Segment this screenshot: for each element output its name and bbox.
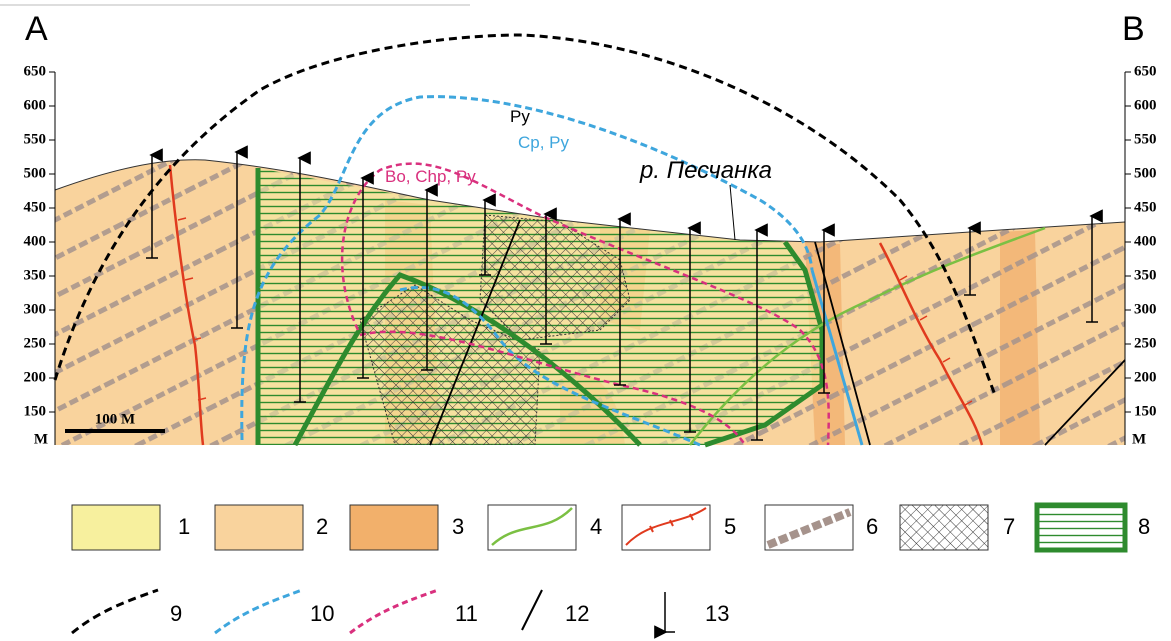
tick-label: 200 [1134,369,1157,385]
tick-label: 300 [24,301,47,317]
mineral-label: Cp, Py [518,133,570,152]
section-diagram: A B Py Cp, Py Bo, Chp, Py р. Песчанка 10… [0,0,1171,641]
river-label: р. Песчанка [639,157,772,184]
tick-label: 350 [24,267,47,283]
legend-number: 6 [866,514,878,539]
legend-number: 10 [310,601,334,626]
tick-label: 600 [24,97,47,113]
tick-label: 500 [1134,165,1157,181]
tick-label: 300 [1134,301,1157,317]
tick-label: 650 [1134,63,1157,79]
tick-label: 550 [1134,131,1157,147]
scale-label: 100 M [95,411,135,427]
tick-label: 450 [1134,199,1157,215]
tick-label: 250 [1134,335,1157,351]
axis-unit: M [34,431,48,447]
legend-number: 9 [170,601,182,626]
tick-label: 250 [24,335,47,351]
tick-label: 400 [24,233,47,249]
tick-label: 350 [1134,267,1157,283]
legend-number: 13 [705,601,729,626]
tick-label: 500 [24,165,47,181]
end-label: A [25,10,48,48]
legend-number: 7 [1003,514,1015,539]
legend-number: 3 [452,514,464,539]
tick-label: 550 [24,131,47,147]
tick-label: 150 [1134,403,1157,419]
mineral-label: Bo, Chp, Py [385,167,476,186]
legend-number: 12 [565,601,589,626]
legend-number: 8 [1138,514,1150,539]
mineral-label: Py [510,107,530,126]
tick-label: 650 [24,63,47,79]
end-label: B [1122,10,1145,48]
legend-number: 5 [724,514,736,539]
tick-label: 600 [1134,97,1157,113]
tick-label: 450 [24,199,47,215]
tick-label: 200 [24,369,47,385]
tick-label: 400 [1134,233,1157,249]
legend-number: 11 [455,601,478,626]
tick-label: 150 [24,403,47,419]
legend-number: 4 [590,514,602,539]
legend-number: 1 [178,514,190,539]
legend-number: 2 [316,514,328,539]
axis-unit: M [1132,431,1146,447]
